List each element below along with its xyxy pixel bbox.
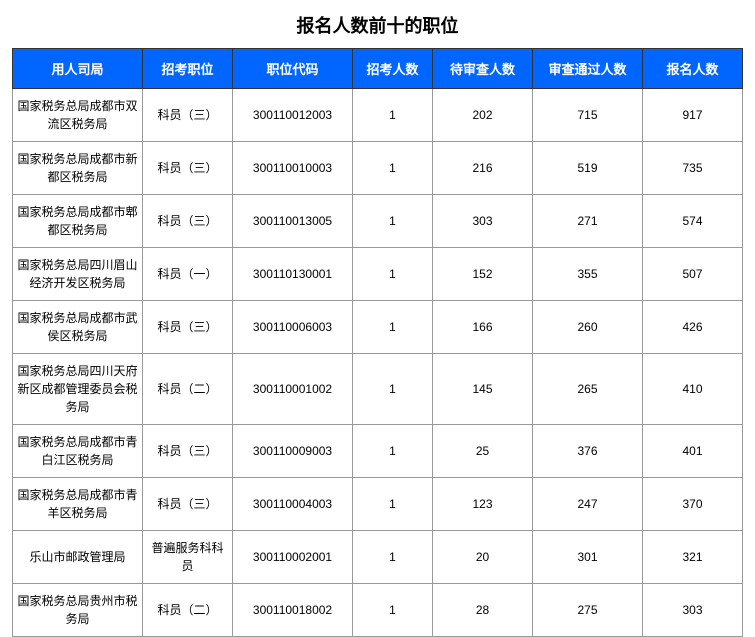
cell-applicants: 507 — [643, 248, 743, 301]
cell-applicants: 370 — [643, 478, 743, 531]
cell-position: 科员（三） — [143, 142, 233, 195]
cell-approved: 271 — [533, 195, 643, 248]
cell-code: 300110004003 — [233, 478, 353, 531]
cell-code: 300110001002 — [233, 354, 353, 425]
cell-applicants: 321 — [643, 531, 743, 584]
col-header-department: 用人司局 — [13, 49, 143, 89]
cell-department: 国家税务总局成都市武侯区税务局 — [13, 301, 143, 354]
table-row: 国家税务总局成都市青白江区税务局 科员（三） 300110009003 1 25… — [13, 425, 743, 478]
cell-position: 科员（一） — [143, 248, 233, 301]
cell-approved: 301 — [533, 531, 643, 584]
cell-department: 国家税务总局四川眉山经济开发区税务局 — [13, 248, 143, 301]
cell-code: 300110009003 — [233, 425, 353, 478]
table-row: 国家税务总局成都市郫都区税务局 科员（三） 300110013005 1 303… — [13, 195, 743, 248]
col-header-applicants: 报名人数 — [643, 49, 743, 89]
cell-recruit-count: 1 — [353, 142, 433, 195]
cell-position: 科员（三） — [143, 89, 233, 142]
table-row: 国家税务总局成都市青羊区税务局 科员（三） 300110004003 1 123… — [13, 478, 743, 531]
col-header-position: 招考职位 — [143, 49, 233, 89]
cell-department: 国家税务总局四川天府新区成都管理委员会税务局 — [13, 354, 143, 425]
cell-recruit-count: 1 — [353, 248, 433, 301]
cell-code: 300110010003 — [233, 142, 353, 195]
cell-pending: 28 — [433, 584, 533, 637]
cell-position: 科员（二） — [143, 584, 233, 637]
cell-pending: 152 — [433, 248, 533, 301]
cell-approved: 260 — [533, 301, 643, 354]
cell-department: 国家税务总局成都市青白江区税务局 — [13, 425, 143, 478]
col-header-code: 职位代码 — [233, 49, 353, 89]
cell-department: 国家税务总局成都市双流区税务局 — [13, 89, 143, 142]
cell-position: 科员（三） — [143, 195, 233, 248]
cell-applicants: 574 — [643, 195, 743, 248]
cell-pending: 123 — [433, 478, 533, 531]
cell-code: 300110018002 — [233, 584, 353, 637]
cell-code: 300110012003 — [233, 89, 353, 142]
cell-pending: 216 — [433, 142, 533, 195]
cell-approved: 715 — [533, 89, 643, 142]
table-header-row: 用人司局 招考职位 职位代码 招考人数 待审查人数 审查通过人数 报名人数 — [13, 49, 743, 89]
cell-position: 科员（二） — [143, 354, 233, 425]
cell-recruit-count: 1 — [353, 354, 433, 425]
cell-pending: 20 — [433, 531, 533, 584]
cell-recruit-count: 1 — [353, 195, 433, 248]
cell-code: 300110013005 — [233, 195, 353, 248]
cell-pending: 25 — [433, 425, 533, 478]
cell-approved: 519 — [533, 142, 643, 195]
page-title: 报名人数前十的职位 — [0, 0, 755, 48]
table-row: 国家税务总局成都市新都区税务局 科员（三） 300110010003 1 216… — [13, 142, 743, 195]
col-header-approved: 审查通过人数 — [533, 49, 643, 89]
cell-approved: 265 — [533, 354, 643, 425]
cell-position: 科员（三） — [143, 301, 233, 354]
cell-applicants: 426 — [643, 301, 743, 354]
cell-code: 300110006003 — [233, 301, 353, 354]
cell-department: 乐山市邮政管理局 — [13, 531, 143, 584]
cell-applicants: 303 — [643, 584, 743, 637]
cell-position: 科员（三） — [143, 425, 233, 478]
cell-applicants: 917 — [643, 89, 743, 142]
table-row: 国家税务总局成都市双流区税务局 科员（三） 300110012003 1 202… — [13, 89, 743, 142]
cell-department: 国家税务总局成都市新都区税务局 — [13, 142, 143, 195]
cell-recruit-count: 1 — [353, 531, 433, 584]
cell-pending: 202 — [433, 89, 533, 142]
cell-department: 国家税务总局贵州市税务局 — [13, 584, 143, 637]
cell-applicants: 401 — [643, 425, 743, 478]
table-row: 国家税务总局四川眉山经济开发区税务局 科员（一） 300110130001 1 … — [13, 248, 743, 301]
cell-position: 科员（三） — [143, 478, 233, 531]
cell-applicants: 410 — [643, 354, 743, 425]
cell-approved: 376 — [533, 425, 643, 478]
cell-approved: 247 — [533, 478, 643, 531]
positions-table: 用人司局 招考职位 职位代码 招考人数 待审查人数 审查通过人数 报名人数 国家… — [12, 48, 743, 637]
col-header-pending: 待审查人数 — [433, 49, 533, 89]
table-body: 国家税务总局成都市双流区税务局 科员（三） 300110012003 1 202… — [13, 89, 743, 637]
cell-approved: 355 — [533, 248, 643, 301]
cell-pending: 303 — [433, 195, 533, 248]
cell-recruit-count: 1 — [353, 89, 433, 142]
cell-code: 300110002001 — [233, 531, 353, 584]
cell-recruit-count: 1 — [353, 425, 433, 478]
table-row: 国家税务总局贵州市税务局 科员（二） 300110018002 1 28 275… — [13, 584, 743, 637]
cell-pending: 166 — [433, 301, 533, 354]
cell-recruit-count: 1 — [353, 584, 433, 637]
table-row: 乐山市邮政管理局 普遍服务科科员 300110002001 1 20 301 3… — [13, 531, 743, 584]
cell-applicants: 735 — [643, 142, 743, 195]
cell-code: 300110130001 — [233, 248, 353, 301]
col-header-recruit-count: 招考人数 — [353, 49, 433, 89]
cell-department: 国家税务总局成都市青羊区税务局 — [13, 478, 143, 531]
table-row: 国家税务总局四川天府新区成都管理委员会税务局 科员（二） 30011000100… — [13, 354, 743, 425]
cell-approved: 275 — [533, 584, 643, 637]
cell-recruit-count: 1 — [353, 478, 433, 531]
table-row: 国家税务总局成都市武侯区税务局 科员（三） 300110006003 1 166… — [13, 301, 743, 354]
cell-recruit-count: 1 — [353, 301, 433, 354]
cell-pending: 145 — [433, 354, 533, 425]
cell-department: 国家税务总局成都市郫都区税务局 — [13, 195, 143, 248]
cell-position: 普遍服务科科员 — [143, 531, 233, 584]
